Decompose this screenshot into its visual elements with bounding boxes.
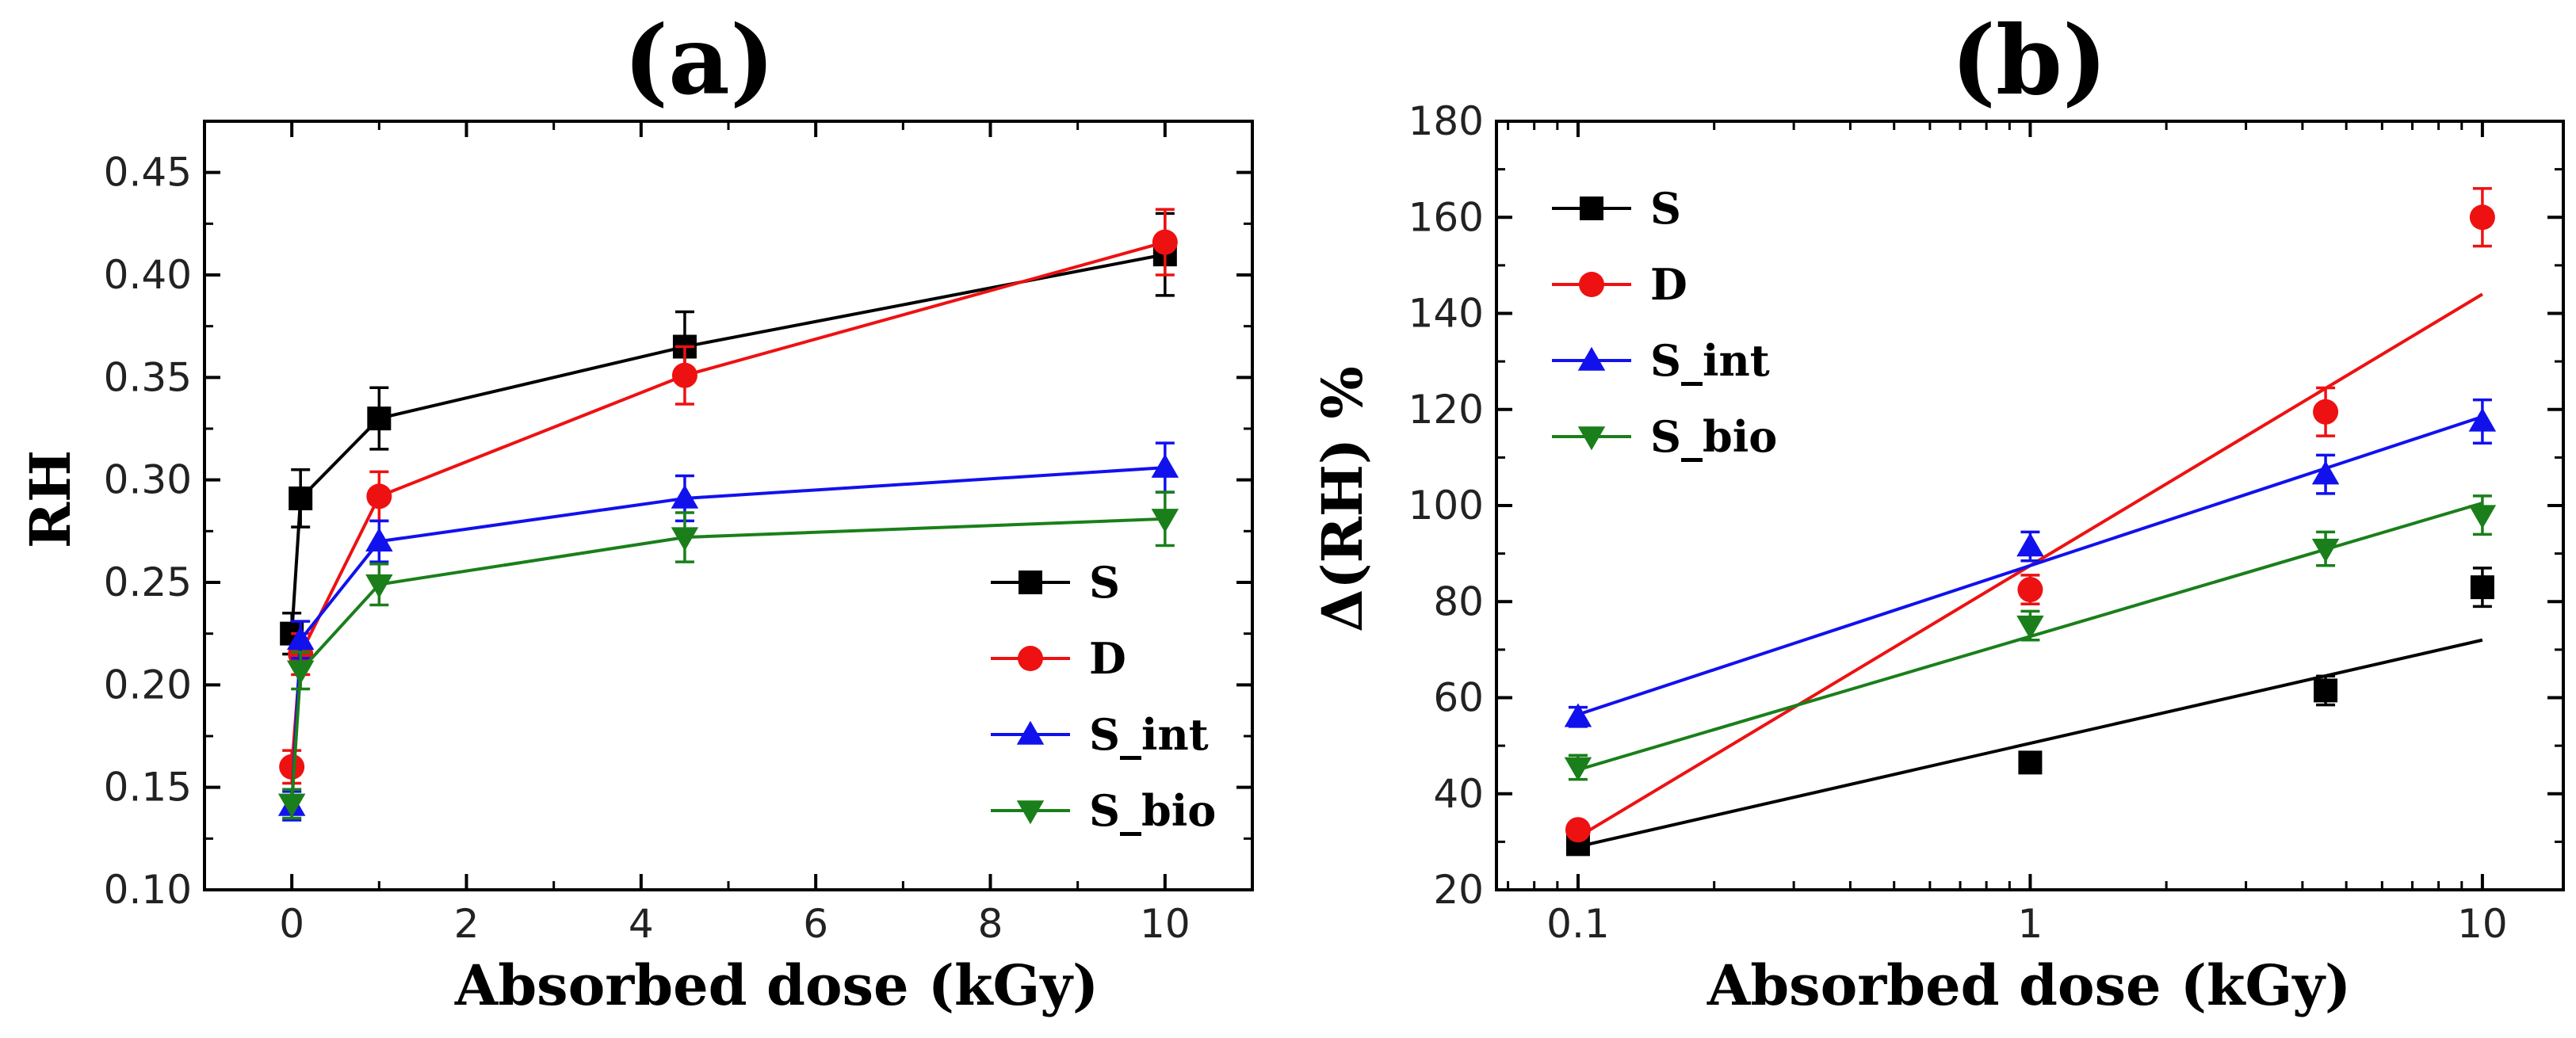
panel-a-x-tick-label: 8 (978, 901, 1003, 947)
panel-a-legend-marker-s-int (1016, 720, 1045, 745)
panel-a-point-s-bio (671, 527, 699, 551)
panel-b-legend-marker-s-bio (1577, 426, 1606, 451)
panel-a-point-s-int (671, 484, 699, 509)
panel-a-y-axis-title: RH (17, 450, 83, 548)
panel-b-point-s (2470, 575, 2494, 600)
panel-b-y-tick-label: 140 (1408, 291, 1484, 337)
panel-b-series-s-int (1564, 398, 2497, 728)
panel-b-y-tick-label: 40 (1433, 771, 1484, 817)
panel-a-label: (a) (623, 5, 774, 116)
panel-b-y-tick-label: 180 (1408, 98, 1484, 144)
panel-b-point-s-int (2311, 460, 2340, 485)
panel-a-legend-marker-s (1019, 571, 1042, 594)
panel-b-point-s-int (1564, 703, 1592, 727)
panel-b-point-s (2018, 750, 2043, 775)
panel-b-y-tick-label: 100 (1408, 483, 1484, 529)
panel-b-x-axis-title: Absorbed dose (kGy) (1707, 952, 2351, 1018)
panel-b-point-s-bio (2016, 615, 2044, 639)
panel-b-point-d (2017, 577, 2043, 603)
panel-a-point-s (367, 406, 392, 431)
panel-a-y-tick-label: 0.10 (104, 867, 192, 913)
panel-b-x-tick-label: 0.1 (1546, 901, 1610, 947)
panel-b-point-s (2314, 678, 2338, 703)
panel-a-x-tick-label: 6 (803, 901, 828, 947)
panel-b-legend-marker-s (1580, 197, 1603, 220)
panel-a-point-s (289, 486, 313, 510)
panel-a-legend-marker-s-bio (1016, 800, 1045, 825)
panel-a-x-tick-label: 10 (1140, 901, 1191, 947)
panel-a-plot: 0 2 4 6 8 10 0.10 0.15 0.20 0.25 0.30 0.35 0.40 0.45 S… (104, 120, 1254, 947)
panel-b-series-s (1565, 567, 2494, 857)
panel-b-point-s-int (2016, 532, 2044, 557)
panel-a-y-tick-label: 0.30 (104, 457, 192, 503)
panel-b-y-axis-title: Δ(RH) % (1309, 366, 1375, 632)
panel-b-x-tick-label: 1 (2018, 901, 2043, 947)
panel-b-y-tick-label: 20 (1433, 867, 1484, 913)
panel-a-y-tick-label: 0.45 (104, 150, 192, 196)
panel-a-y-tick-label: 0.20 (104, 662, 192, 708)
panel-b-fit-line-s-int (1577, 414, 2483, 716)
panel-a-point-s-int (1151, 453, 1179, 478)
panel-a-x-tick-label: 4 (629, 901, 654, 947)
panel-b-legend: SD S_int S_bio (1552, 183, 1777, 462)
panel-b-point-d (2313, 399, 2339, 425)
panel-b-fit-line-s (1577, 638, 2483, 849)
panel-b-x-tick-label: 10 (2457, 901, 2508, 947)
panel-a-legend-label-d: D (1089, 633, 1126, 684)
panel-b-y-tick-label: 120 (1408, 387, 1484, 433)
panel-a-point-s-int (365, 528, 393, 552)
panel-b-y-tick-label: 60 (1433, 675, 1484, 721)
panel-a-legend-label-s-int: S_int (1089, 709, 1209, 760)
panel-a-x-tick-label: 2 (454, 901, 480, 947)
panel-a-y-tick-label: 0.15 (104, 765, 192, 811)
panel-a-point-d (671, 362, 698, 388)
panel-a-series-s-bio (277, 490, 1179, 820)
panel-a-point-d (279, 754, 305, 780)
panel-a-series-s-int (277, 441, 1179, 822)
panel-b-y-tick-label: 160 (1408, 194, 1484, 240)
panel-a-point-s-int (286, 626, 315, 651)
panel-a-x-axis-title: Absorbed dose (kGy) (454, 952, 1099, 1018)
panel-b-legend-marker-s-int (1577, 346, 1606, 371)
panel-a-series-line-s-int (290, 466, 1165, 807)
panel-a-y-tick-label: 0.25 (104, 559, 192, 605)
panel-a-legend-label-s: S (1089, 557, 1120, 608)
panel-b-plot: 0.1 1 10 20 40 60 80 100 120 140 160 180 SD S_int S_bi… (1408, 98, 2565, 947)
panel-b-legend-label-s-int: S_int (1650, 335, 1770, 386)
panel-b-legend-marker-d (1579, 272, 1604, 297)
panel-b-point-s-bio (2311, 538, 2340, 563)
panel-a-point-d (366, 483, 392, 509)
panel-b-point-s-int (2468, 407, 2497, 432)
panel-a-point-s-bio (277, 793, 306, 818)
panel-a-point-s-bio (286, 660, 315, 685)
panel-b-point-s-bio (2468, 505, 2497, 529)
panel-a-y-tick-label: 0.40 (104, 252, 192, 298)
panel-a-legend-marker-d (1018, 646, 1043, 671)
panel-a-series-line-d (290, 240, 1166, 767)
panel-b-point-s-bio (1564, 757, 1592, 781)
panel-a-legend-label-s-bio: S_bio (1089, 785, 1216, 836)
panel-a-legend: SD S_int S_bio (991, 557, 1216, 836)
panel-a-point-d (1152, 229, 1178, 255)
panel-a-point-s-bio (1151, 509, 1179, 533)
panel-b-legend-label-s: S (1650, 183, 1681, 234)
panel-b-series-s-bio (1564, 494, 2497, 781)
panel-b-legend-label-d: D (1650, 259, 1687, 310)
panel-a-frame (203, 120, 1254, 891)
panel-b-label: (b) (1951, 5, 2107, 116)
panel-b-y-tick-label: 80 (1433, 578, 1484, 624)
panel-b-point-d (2469, 204, 2495, 231)
panel-a-y-tick-label: 0.35 (104, 354, 192, 400)
panel-a-point-s-bio (365, 574, 393, 598)
panel-a-x-tick-label: 0 (279, 901, 304, 947)
panel-b-legend-label-s-bio: S_bio (1650, 411, 1777, 462)
panel-b-point-d (1565, 817, 1591, 843)
panel-b-frame (1495, 120, 2565, 891)
panel-a-series-s (280, 212, 1177, 656)
